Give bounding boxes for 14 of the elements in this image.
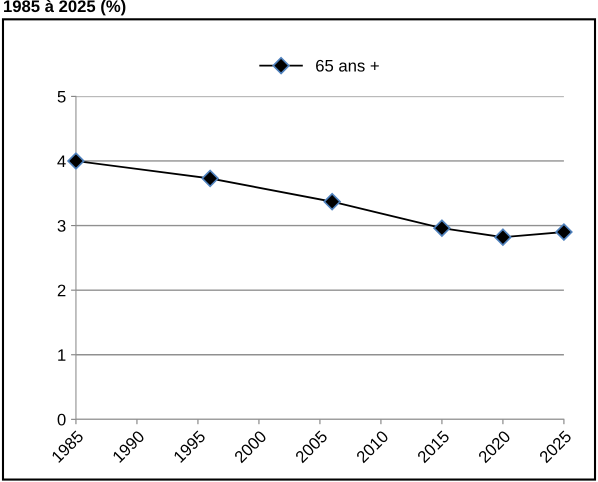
y-tick-label: 2: [58, 284, 66, 296]
point: [555, 223, 573, 241]
y-tick-label: 1: [58, 349, 66, 361]
y-tick-label: 5: [58, 90, 66, 103]
legend-label: 65 ans +: [316, 60, 379, 72]
y-tick-label: 3: [58, 220, 66, 232]
point: [67, 152, 85, 170]
y-tick-label: 4: [57, 156, 66, 168]
chart-title: 1985 à 2025 (%): [4, 0, 126, 16]
point: [323, 192, 341, 210]
point: [433, 219, 451, 237]
y-tick-label: 0: [58, 414, 66, 426]
point: [494, 228, 512, 246]
point: [201, 170, 219, 188]
